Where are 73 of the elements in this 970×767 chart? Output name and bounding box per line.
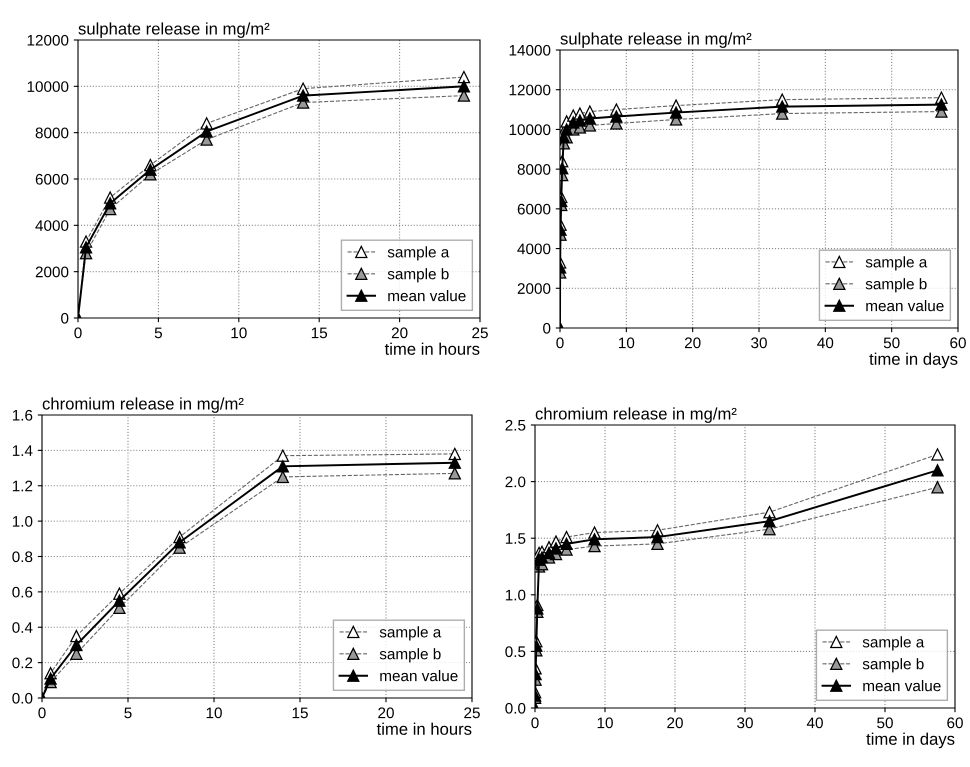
y-tick-label: 0.0 [505,702,526,714]
legend-label: mean value [388,290,466,302]
y-tick-label: 1.0 [506,590,526,600]
x-tick-label: 0 [74,327,82,338]
y-tick-label: 1.6 [12,410,32,421]
x-tick-label: 10 [598,717,613,728]
y-tick-label: 1.4 [12,445,33,456]
legend-label: sample a [388,246,450,260]
x-tick-label: 25 [472,327,488,338]
y-tick-label: 12000 [510,84,550,96]
y-tick-label: 4000 [517,243,550,254]
x-tick-label: 40 [817,337,834,348]
x-tick-label: 30 [737,717,753,728]
x-tick-label: 60 [947,717,963,728]
x-tick-label: 50 [884,337,900,348]
legend-label: mean value [863,680,941,692]
y-tick-label: 0.5 [505,646,526,658]
chart-title: sulphate release in mg/m² [560,32,752,48]
x-tick-label: 25 [464,707,480,718]
y-tick-label: 6000 [36,174,68,185]
y-tick-label: 10000 [28,81,68,92]
y-tick-label: 2000 [36,266,68,278]
legend-label: sample a [862,636,924,650]
y-tick-label: 1.0 [12,516,32,527]
chart-title: sulphate release in mg/m² [78,22,270,38]
y-tick-label: 0.6 [12,586,32,598]
y-tick-label: 8000 [518,164,550,175]
x-axis-title: time in hours [384,342,480,355]
x-tick-label: 10 [206,707,222,718]
x-tick-label: 50 [877,717,893,728]
x-tick-label: 5 [124,708,132,718]
y-tick-label: 1.5 [506,533,526,544]
x-tick-label: 15 [292,708,308,718]
legend-label: sample b [866,278,927,292]
x-tick-label: 20 [667,717,683,728]
x-tick-label: 60 [950,337,966,348]
x-tick-label: 20 [378,707,394,718]
x-tick-label: 10 [231,327,247,338]
y-tick-label: 8000 [36,128,68,138]
y-tick-label: 0.0 [12,692,32,704]
x-axis-title: time in days [866,732,954,748]
y-tick-label: 4000 [35,220,68,232]
y-tick-label: 2000 [518,283,550,294]
x-tick-label: 0 [556,337,564,348]
chart-title: chromium release in mg/m² [42,397,244,413]
y-tick-label: 2.5 [506,420,526,431]
legend-label: sample a [866,256,928,270]
legend-label: sample b [862,658,924,672]
y-tick-label: 0.2 [12,657,32,668]
x-tick-label: 10 [619,337,634,348]
y-tick-label: 6000 [518,204,550,215]
legend-label: sample a [380,626,442,640]
legend-label: mean value [866,300,944,312]
x-tick-label: 5 [154,328,162,338]
x-tick-label: 15 [312,328,328,338]
x-tick-label: 30 [751,337,767,348]
y-tick-label: 1.2 [12,480,32,492]
y-tick-label: 0.8 [12,551,32,562]
chart-title: chromium release in mg/m² [536,407,737,423]
x-tick-label: 20 [392,327,408,338]
x-tick-label: 40 [806,717,823,728]
legend-label: mean value [380,670,458,682]
x-axis-title: time in days [869,352,958,368]
y-tick-label: 0.4 [12,622,33,633]
x-tick-label: 20 [684,337,701,348]
y-tick-label: 2.0 [506,476,526,488]
legend-label: sample b [380,648,441,662]
legend-label: sample b [388,268,449,282]
x-axis-title: time in hours [376,722,472,735]
y-tick-label: 10000 [510,124,550,136]
y-tick-label: 0 [61,312,68,324]
y-tick-label: 14000 [510,44,550,56]
y-tick-label: 12000 [28,34,68,46]
